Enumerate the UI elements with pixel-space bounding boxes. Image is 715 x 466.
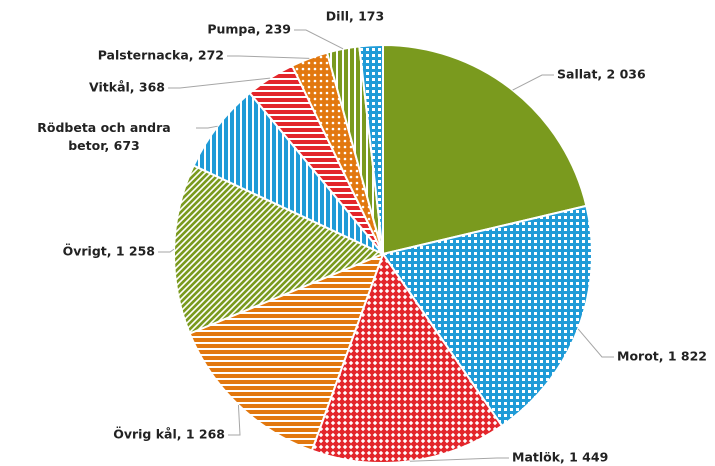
data-label: Övrigt, 1 258 xyxy=(63,244,155,259)
data-label: Vitkål, 368 xyxy=(89,80,165,95)
data-label: Palsternacka, 272 xyxy=(98,48,224,63)
leader-line xyxy=(168,77,271,89)
data-label: Matlök, 1 449 xyxy=(512,450,608,465)
pie-slice xyxy=(382,43,588,256)
leader-line xyxy=(158,248,175,253)
leader-line xyxy=(512,74,554,91)
data-label: Dill, 173 xyxy=(326,9,384,24)
leader-line xyxy=(228,404,241,436)
data-label: Rödbeta och andra betor, 673 xyxy=(37,120,170,153)
leader-line xyxy=(227,55,310,59)
pie-slice xyxy=(310,251,504,464)
data-label: Morot, 1 822 xyxy=(617,349,707,364)
leader-line xyxy=(409,457,509,462)
leader-line xyxy=(294,29,344,50)
leader-line xyxy=(577,328,614,358)
leader-line xyxy=(196,125,218,129)
pie-slice xyxy=(381,204,593,428)
pie-slice xyxy=(188,252,385,452)
data-label: Pumpa, 239 xyxy=(207,22,291,37)
pie-slice xyxy=(358,43,384,255)
data-label: Övrig kål, 1 268 xyxy=(113,427,225,442)
pie-slice xyxy=(173,164,386,335)
data-label: Sallat, 2 036 xyxy=(557,67,646,82)
